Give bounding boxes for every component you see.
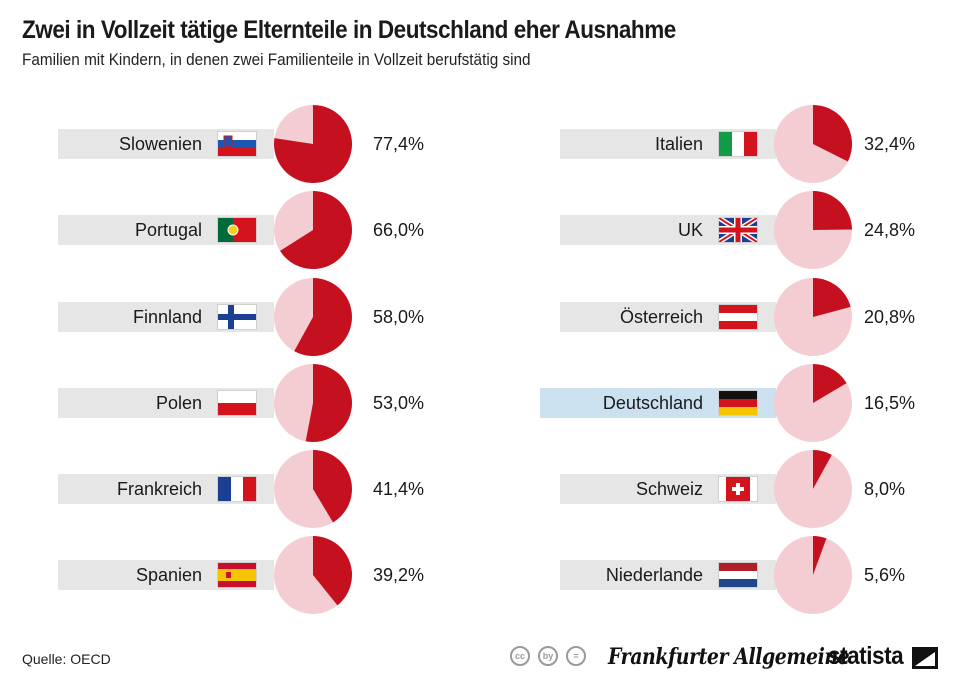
pie-share-slice <box>813 536 827 575</box>
chart-subtitle: Familien mit Kindern, in denen zwei Fami… <box>22 50 531 69</box>
spain-flag-icon <box>218 563 256 587</box>
chart-title: Zwei in Vollzeit tätige Elternteile in D… <box>22 16 676 44</box>
italy-flag-icon <box>719 132 757 156</box>
country-label: Finnland <box>132 307 202 327</box>
pie-share-slice <box>294 278 352 356</box>
value-label: 16,5% <box>864 393 916 413</box>
row-österreich: Österreich 20,8% <box>0 302 960 332</box>
row-deutschland: Deutschland 16,5% <box>0 388 960 418</box>
slovenia-flag-icon <box>218 132 256 156</box>
germany-flag-icon <box>719 391 757 415</box>
publisher-logo: Frankfurter Allgemeine <box>608 644 850 670</box>
value-label: 77,4% <box>373 134 425 154</box>
pie-share-slice <box>813 278 851 317</box>
country-label: Polen <box>155 393 202 413</box>
country-label: Deutschland <box>602 393 703 413</box>
value-label: 53,0% <box>373 393 425 413</box>
poland-flag-icon <box>218 391 256 415</box>
value-label: 58,0% <box>373 307 425 327</box>
pie-share-slice <box>313 536 352 606</box>
switzerland-flag-icon <box>719 477 757 501</box>
pie-uk <box>774 191 852 269</box>
pie-italien <box>774 105 853 183</box>
pie-share-slice <box>813 450 832 489</box>
pie-schweiz <box>774 450 852 528</box>
pie-niederlande <box>774 536 852 614</box>
row-schweiz: Schweiz 8,0% <box>0 474 960 504</box>
row-polen: Polen 53,0% <box>0 388 960 418</box>
netherlands-flag-icon <box>719 563 757 587</box>
pie-share-slice <box>305 364 352 442</box>
pie-share-slice <box>313 450 352 523</box>
value-label: 41,4% <box>373 479 425 499</box>
row-slowenien: Slowenien 77,4% <box>0 129 960 159</box>
row-frankreich: Frankreich 41,4% <box>0 474 960 504</box>
pie-polen <box>274 364 352 442</box>
statista-mark-icon <box>912 647 938 669</box>
country-label: Österreich <box>619 307 703 327</box>
row-finnland: Finnland 58,0% <box>0 302 960 332</box>
source-note: Quelle: OECD <box>22 651 111 667</box>
pie-slowenien <box>273 105 352 183</box>
pie-share-slice <box>813 105 853 162</box>
country-label: Spanien <box>135 565 202 585</box>
cc-license-icon: cc <box>510 646 530 666</box>
pie-österreich <box>774 278 852 356</box>
row-niederlande: Niederlande 5,6% <box>0 560 960 590</box>
pie-frankreich <box>274 450 352 528</box>
value-label: 39,2% <box>373 565 425 585</box>
brand-logo: statista <box>828 642 904 670</box>
pie-spanien <box>274 536 352 614</box>
value-label: 24,8% <box>864 220 916 240</box>
row-italien: Italien 32,4% <box>0 129 960 159</box>
france-flag-icon <box>218 477 256 501</box>
row-uk: UK 24,8% <box>0 215 960 245</box>
row-portugal: Portugal 66,0% <box>0 215 960 245</box>
pie-share-slice <box>280 191 352 269</box>
austria-flag-icon <box>719 305 757 329</box>
value-label: 66,0% <box>373 220 425 240</box>
value-label: 8,0% <box>864 479 906 499</box>
country-label: Italien <box>654 134 703 154</box>
uk-flag-icon <box>719 218 757 242</box>
pie-share-slice <box>273 105 352 183</box>
finland-flag-icon <box>218 305 256 329</box>
value-label: 5,6% <box>864 565 906 585</box>
country-label: Slowenien <box>118 134 202 154</box>
value-label: 32,4% <box>864 134 916 154</box>
pie-portugal <box>274 191 352 269</box>
country-label: Portugal <box>134 220 202 240</box>
value-label: 20,8% <box>864 307 916 327</box>
country-label: Frankreich <box>116 479 202 499</box>
row-spanien: Spanien 39,2% <box>0 560 960 590</box>
cc-attribution-icon: by <box>538 646 558 666</box>
pie-share-slice <box>813 364 847 403</box>
pie-deutschland <box>774 364 852 442</box>
country-label: UK <box>677 220 703 240</box>
cc-noderivs-icon: = <box>566 646 586 666</box>
country-label: Schweiz <box>635 479 703 499</box>
portugal-flag-icon <box>218 218 256 242</box>
country-label: Niederlande <box>605 565 703 585</box>
pie-finnland <box>274 278 352 356</box>
pie-share-slice <box>813 191 852 230</box>
